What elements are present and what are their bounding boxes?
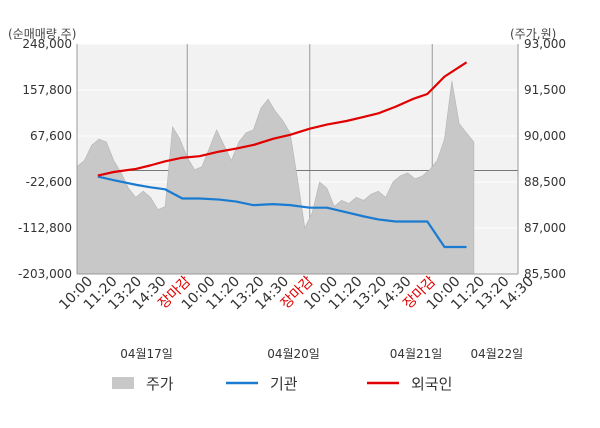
legend-swatch-price: [112, 377, 134, 389]
date-label: 04월21일: [390, 347, 443, 361]
left-axis-unit: (순매매량,주): [8, 27, 76, 41]
institution-line: [97, 175, 467, 249]
investor-lines-layer: [97, 61, 468, 249]
right-tick-label: 88,500: [524, 175, 566, 189]
left-tick-label: -203,000: [18, 267, 72, 281]
date-label: 04월22일: [471, 347, 524, 361]
right-tick-label: 85,500: [524, 267, 566, 281]
date-labels: 04월17일 04월20일 04월21일 04월22일: [120, 347, 523, 361]
foreign-line: [97, 61, 468, 177]
x-tick-labels: 10:0011:2013:2014:30장마감10:0011:2013:2014…: [56, 273, 537, 313]
legend: 주가 기관 외국인: [112, 375, 452, 393]
legend-label-price: 주가: [146, 375, 174, 393]
legend-label-institution: 기관: [270, 375, 298, 393]
left-tick-label: 248,000: [22, 37, 72, 51]
left-tick-label: -112,800: [18, 221, 72, 235]
left-tick-label: -22,600: [26, 175, 72, 189]
left-tick-label: 157,800: [22, 83, 72, 97]
date-label: 04월20일: [267, 347, 320, 361]
right-tick-label: 90,000: [524, 129, 566, 143]
price-area-layer: [76, 80, 475, 275]
right-tick-label: 91,500: [524, 83, 566, 97]
axes: 248,000 93,000 157,800 91,500 67,600 90,000 -2…: [18, 37, 566, 281]
date-label: 04월17일: [120, 347, 173, 361]
left-tick-label: 67,600: [30, 129, 72, 143]
right-axis-unit: (주가,원): [510, 27, 556, 41]
legend-label-foreign: 외국인: [411, 375, 452, 393]
right-tick-label: 93,000: [524, 37, 566, 51]
price-area: [76, 80, 475, 275]
right-tick-label: 87,000: [524, 221, 566, 235]
